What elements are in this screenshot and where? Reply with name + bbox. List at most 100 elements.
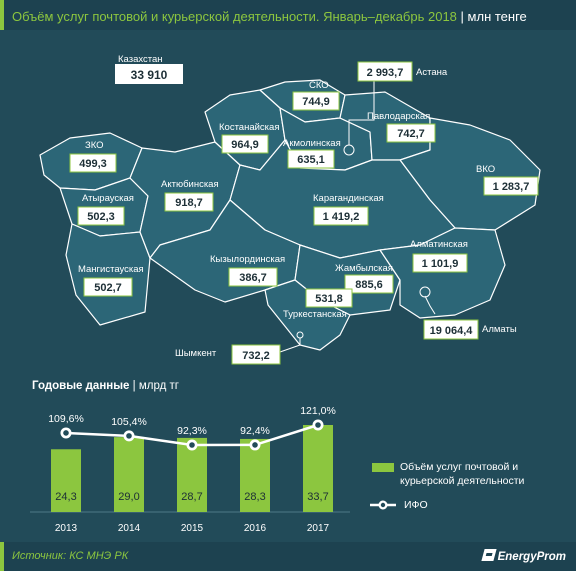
- x-tick-label: 2017: [307, 523, 330, 534]
- label-kostanay: Костанайская: [219, 122, 279, 133]
- value-almaty-city: 19 064,4: [430, 325, 474, 337]
- annual-title: Годовые данные | млрд тг: [32, 380, 179, 392]
- value-vko: 1 283,7: [493, 181, 530, 193]
- x-tick-label: 2016: [244, 523, 267, 534]
- value-sko: 744,9: [302, 96, 330, 108]
- value-box-vko: 1 283,7: [483, 176, 539, 196]
- almaty-leader-line: [424, 295, 436, 315]
- astana-leader-line: [348, 76, 375, 145]
- shymkent-leader-line: [279, 338, 301, 353]
- title-unit-separator: |: [460, 9, 464, 24]
- map-annotations: [279, 76, 436, 353]
- brand-text: EnergyProm: [497, 551, 566, 563]
- label-zhambyl: Жамбылская: [335, 263, 393, 274]
- bar-value-label: 33,7: [307, 491, 328, 503]
- region-mangistau: [65, 223, 151, 326]
- legend-line-marker-inner: [380, 502, 386, 508]
- value-pavlodar: 742,7: [397, 128, 425, 140]
- title-text: Объём услуг почтовой и курьерской деятел…: [12, 9, 457, 24]
- title-unit: млн тенге: [467, 9, 527, 24]
- x-tick-label: 2014: [118, 523, 141, 534]
- label-sko: СКО: [309, 80, 329, 91]
- map-regions: [39, 79, 541, 351]
- value-atyrau: 502,3: [87, 211, 115, 223]
- value-box-turkestan: 531,8: [305, 288, 353, 308]
- annual-unit: млрд тг: [138, 380, 179, 392]
- label-almaty-region: Алматинская: [410, 239, 468, 250]
- region-value-boxes: 33 910 499,3 502,3 502,7 918,7 964,9 744…: [69, 61, 539, 365]
- ifo-point-inner: [189, 442, 195, 448]
- value-akmola: 635,1: [297, 154, 325, 166]
- bar-value-label: 28,3: [244, 491, 265, 503]
- annual-title-text: Годовые данные: [32, 380, 130, 392]
- bar-value-label: 28,7: [181, 491, 202, 503]
- ifo-value-label: 105,4%: [111, 416, 147, 428]
- value-kostanay: 964,9: [231, 139, 259, 151]
- x-tick-label: 2015: [181, 523, 204, 534]
- chart-labels: 24,3 2013 29,0 2014 28,7 2015 28,3 2016 33,7 2017…: [48, 405, 336, 534]
- value-box-almaty-region: 1 101,9: [412, 253, 468, 273]
- kazakhstan-label: Казахстан: [118, 54, 163, 65]
- footer-accent: [0, 542, 4, 571]
- value-box-pavlodar: 742,7: [386, 123, 436, 143]
- value-shymkent: 732,2: [242, 350, 270, 362]
- annual-title-separator: |: [132, 380, 136, 392]
- ifo-point-inner: [252, 442, 258, 448]
- astana-marker: [343, 144, 355, 156]
- ifo-value-label: 92,3%: [177, 425, 207, 437]
- value-box-mangistau: 502,7: [83, 277, 133, 297]
- value-box-karaganda: 1 419,2: [313, 206, 369, 226]
- footer: Источник: КС МНЭ РК EnergyProm: [0, 542, 576, 571]
- ifo-point-inner: [63, 430, 69, 436]
- value-kazakhstan: 33 910: [131, 68, 168, 82]
- value-box-akmola: 635,1: [287, 149, 335, 169]
- value-box-aktobe: 918,7: [164, 192, 214, 212]
- label-mangistau: Мангистауская: [78, 264, 144, 275]
- label-akmola: Акмолинская: [283, 138, 341, 149]
- label-shymkent: Шымкент: [175, 348, 217, 359]
- label-vko: ВКО: [476, 164, 495, 175]
- legend-bar-swatch: [372, 463, 394, 472]
- value-box-zko: 499,3: [69, 153, 117, 173]
- bar-2014: [114, 437, 144, 512]
- title-bar: Объём услуг почтовой и курьерской деятел…: [0, 0, 576, 30]
- energyprom-logo-icon: [481, 549, 497, 561]
- label-kyzylorda: Кызылординская: [210, 254, 285, 265]
- value-box-kyzylorda: 386,7: [228, 267, 278, 287]
- bar-2016: [240, 438, 270, 512]
- page-title: Объём услуг почтовой и курьерской деятел…: [12, 9, 527, 24]
- shymkent-marker: [296, 331, 304, 339]
- x-tick-label: 2013: [55, 523, 78, 534]
- value-box-almaty-city: 19 064,4: [423, 319, 479, 340]
- bar-value-label: 29,0: [118, 491, 139, 503]
- chart-legend: [370, 463, 396, 510]
- region-labels: Казахстан ЗКО Атырауская Мангистауская А…: [78, 54, 517, 359]
- kazakhstan-map: Казахстан ЗКО Атырауская Мангистауская А…: [39, 54, 541, 365]
- label-turkestan: Туркестанская: [283, 309, 347, 320]
- value-box-zhambyl: 885,6: [344, 274, 394, 294]
- value-turkestan: 531,8: [315, 293, 343, 305]
- label-atyrau: Атырауская: [82, 193, 134, 204]
- value-zko: 499,3: [79, 158, 107, 170]
- ifo-value-label: 121,0%: [300, 405, 336, 417]
- bar-2013: [51, 449, 81, 512]
- legend-bars-label: Объём услуг почтовой и курьерской деятел…: [400, 461, 525, 487]
- ifo-point-inner: [126, 433, 132, 439]
- value-zhambyl: 885,6: [355, 279, 383, 291]
- ifo-value-label: 92,4%: [240, 425, 270, 437]
- value-mangistau: 502,7: [94, 282, 122, 294]
- value-kyzylorda: 386,7: [239, 272, 267, 284]
- label-aktobe: Актюбинская: [161, 179, 219, 190]
- ifo-value-label: 109,6%: [48, 413, 84, 425]
- legend-line-label: ИФО: [404, 499, 428, 511]
- value-box-astana: 2 993,7: [357, 61, 413, 82]
- value-box-sko: 744,9: [292, 91, 340, 111]
- ifo-point-inner: [315, 422, 321, 428]
- title-accent: [0, 0, 4, 30]
- value-karaganda: 1 419,2: [323, 211, 360, 223]
- source-text: Источник: КС МНЭ РК: [12, 550, 129, 562]
- value-almaty-region: 1 101,9: [422, 258, 459, 270]
- label-zko: ЗКО: [85, 140, 104, 151]
- value-box-atyrau: 502,3: [77, 206, 125, 226]
